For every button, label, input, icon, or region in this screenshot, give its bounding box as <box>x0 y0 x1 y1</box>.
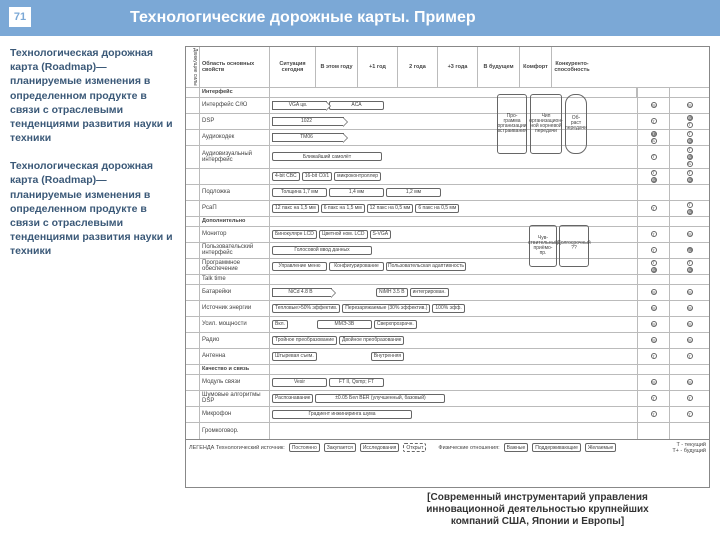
r18-label: Шумовые алгоритмы DSP <box>200 391 270 406</box>
r15-label: Радио <box>200 333 270 348</box>
r4-chip1: Ближайший самолёт <box>272 152 382 161</box>
r19-label: Микрофон <box>200 407 270 422</box>
r14-chip3: Сверхпрозрачн. <box>374 320 417 329</box>
r14-chip2: ММЭ-3В <box>317 320 372 329</box>
r8-chip3: S-VGA <box>370 230 392 239</box>
hdr-comfort: Комфорт <box>520 47 552 87</box>
r18-chip1: Распознавание <box>272 394 313 403</box>
r20-label: Громкоговор. <box>200 423 270 439</box>
r2-chip1: 1022 <box>272 117 344 126</box>
r5-chip1: 4-bit CBC <box>272 172 300 181</box>
r8-chip2: Цветной ном. LCD <box>319 230 368 239</box>
page-title: Технологические дорожные карты. Пример <box>130 9 476 27</box>
r1-chip2: ACA <box>329 101 384 110</box>
r11-label: Talk time <box>200 275 270 284</box>
r9-label: Пользовательский интерфейс <box>200 243 270 258</box>
hdr-compet: Конкуренто- способность <box>552 47 592 87</box>
sidebar-para-2: Технологическая дорожная карта (Roadmap)… <box>10 159 177 258</box>
r13-chip1: Тепловые>50% эффектив. <box>272 304 340 313</box>
content-area: Технологическая дорожная карта (Roadmap)… <box>0 36 720 528</box>
r12-label: Батарейки <box>200 285 270 300</box>
legend-r2: Поддерживающие <box>532 443 581 452</box>
r1-label: Интерфейс С/Ю <box>200 98 270 113</box>
r10-label: Программное обеспечение <box>200 259 270 274</box>
r7-chip2: 6 пакс на 1,5 мм <box>321 204 365 213</box>
r12-chip3: интегрирован. <box>410 288 449 297</box>
r13-label: Источник энергии <box>200 301 270 316</box>
r17-chip1: Vesir <box>272 378 327 387</box>
r15-chip2: Двойное преобразование <box>339 336 404 345</box>
r3-chip1: TM06 <box>272 133 344 142</box>
r7-chip3: 12 пакс на 0,5 мм <box>367 204 414 213</box>
dot: ТБ <box>687 102 693 108</box>
r7-label: РсаП <box>200 201 270 216</box>
r15-chip1: Тройное преобразование <box>272 336 337 345</box>
r6-chip1: Толщина 1,7 мм <box>272 188 327 197</box>
hdr-area: Область основных свойств <box>200 47 270 87</box>
page-number: 71 <box>8 6 32 28</box>
roadmap-diagram: Движущие силы Область основных свойств С… <box>185 46 710 488</box>
sec-add: Дополнительно <box>200 217 270 226</box>
r17-chip2: FT II, Qsmp; FT <box>329 378 384 387</box>
r6-chip2: 1,4 мм <box>329 188 384 197</box>
r16-chip1: Штыревая съем. <box>272 352 317 361</box>
r5-chip2: 16-bit C0/1 <box>302 172 332 181</box>
r9-chip1: Голосовой ввод данных <box>272 246 372 255</box>
hdr-now: Ситуация сегодня <box>270 47 316 87</box>
r6-label: Подложка <box>200 185 270 200</box>
r13-chip3: 100% эфф. <box>432 304 464 313</box>
corner-label: Движущие силы <box>186 47 200 87</box>
r14-chip1: Вкл. <box>272 320 288 329</box>
hdr-thisyear: В этом году <box>316 47 358 87</box>
legend-2: Закупается <box>324 443 356 452</box>
r19-chip1: Градиент инжиниринга шума <box>272 410 412 419</box>
r4-label: Аудиовизуальный интерфейс <box>200 146 270 168</box>
r12-chip2: NiMH 3.5 В <box>376 288 408 297</box>
legend-label: ЛЕГЕНДА Технологический источник: <box>189 445 285 451</box>
hdr-1yr: +1 год <box>358 47 398 87</box>
r10-chip3: Пользовательская адаптивность <box>386 262 466 271</box>
caption: [Современный инструментарий управления и… <box>185 492 710 528</box>
legend-4: Открыт <box>403 443 426 452</box>
r18-chip2: ±0.05 Бел BER (улучшенный, базовый) <box>315 394 445 403</box>
r13-chip2: Перезаряжаемые (30% эффектив.) <box>342 304 430 313</box>
sec-interface: Интерфейс <box>200 88 270 97</box>
legend-tplus: T - текущий T+ - будущий <box>672 442 706 454</box>
r6-chip3: 1,2 мм <box>386 188 441 197</box>
sec-conn: Качество и связь <box>200 365 270 374</box>
r5-chip3: микроконтроллер <box>334 172 381 181</box>
sidebar-para-1: Технологическая дорожная карта (Roadmap)… <box>10 46 177 145</box>
r5-label <box>200 169 270 184</box>
r7-chip1: 12 пакс на 1,5 мм <box>272 204 319 213</box>
r1-chip1: VGA цв. <box>272 101 327 110</box>
legend-1: Постоянно <box>289 443 320 452</box>
sidebar: Технологическая дорожная карта (Roadmap)… <box>10 46 185 528</box>
hdr-2yr: 2 года <box>398 47 438 87</box>
r2-label: DSP <box>200 114 270 129</box>
r8-label: Монитор <box>200 227 270 242</box>
r16-label: Антенна <box>200 349 270 364</box>
r12-chip1: NiCd 4.8 В <box>272 288 332 297</box>
legend-r3: Желаемые <box>585 443 616 452</box>
hdr-future: В будущем <box>478 47 520 87</box>
legend-r1: Важные <box>504 443 529 452</box>
r16-chip2: Внутренняя <box>371 352 404 361</box>
header-bar: 71 Технологические дорожные карты. Приме… <box>0 0 720 36</box>
r10-chip2: Конфигурирование <box>329 262 384 271</box>
hdr-3yr: +3 года <box>438 47 478 87</box>
legend-3: Исследования <box>360 443 400 452</box>
r10-chip1: Управление меню <box>272 262 327 271</box>
r8-chip1: Бинокулярн LCD <box>272 230 317 239</box>
r7-chip4: 6 пакс на 0,5 мм <box>415 204 459 213</box>
r3-label: Аудиокодек <box>200 130 270 145</box>
r17-label: Модуль связи <box>200 375 270 390</box>
legend-r-label: Физические отношения: <box>438 445 499 451</box>
dot: ТБ <box>651 102 657 108</box>
r14-label: Усил. мощности <box>200 317 270 332</box>
